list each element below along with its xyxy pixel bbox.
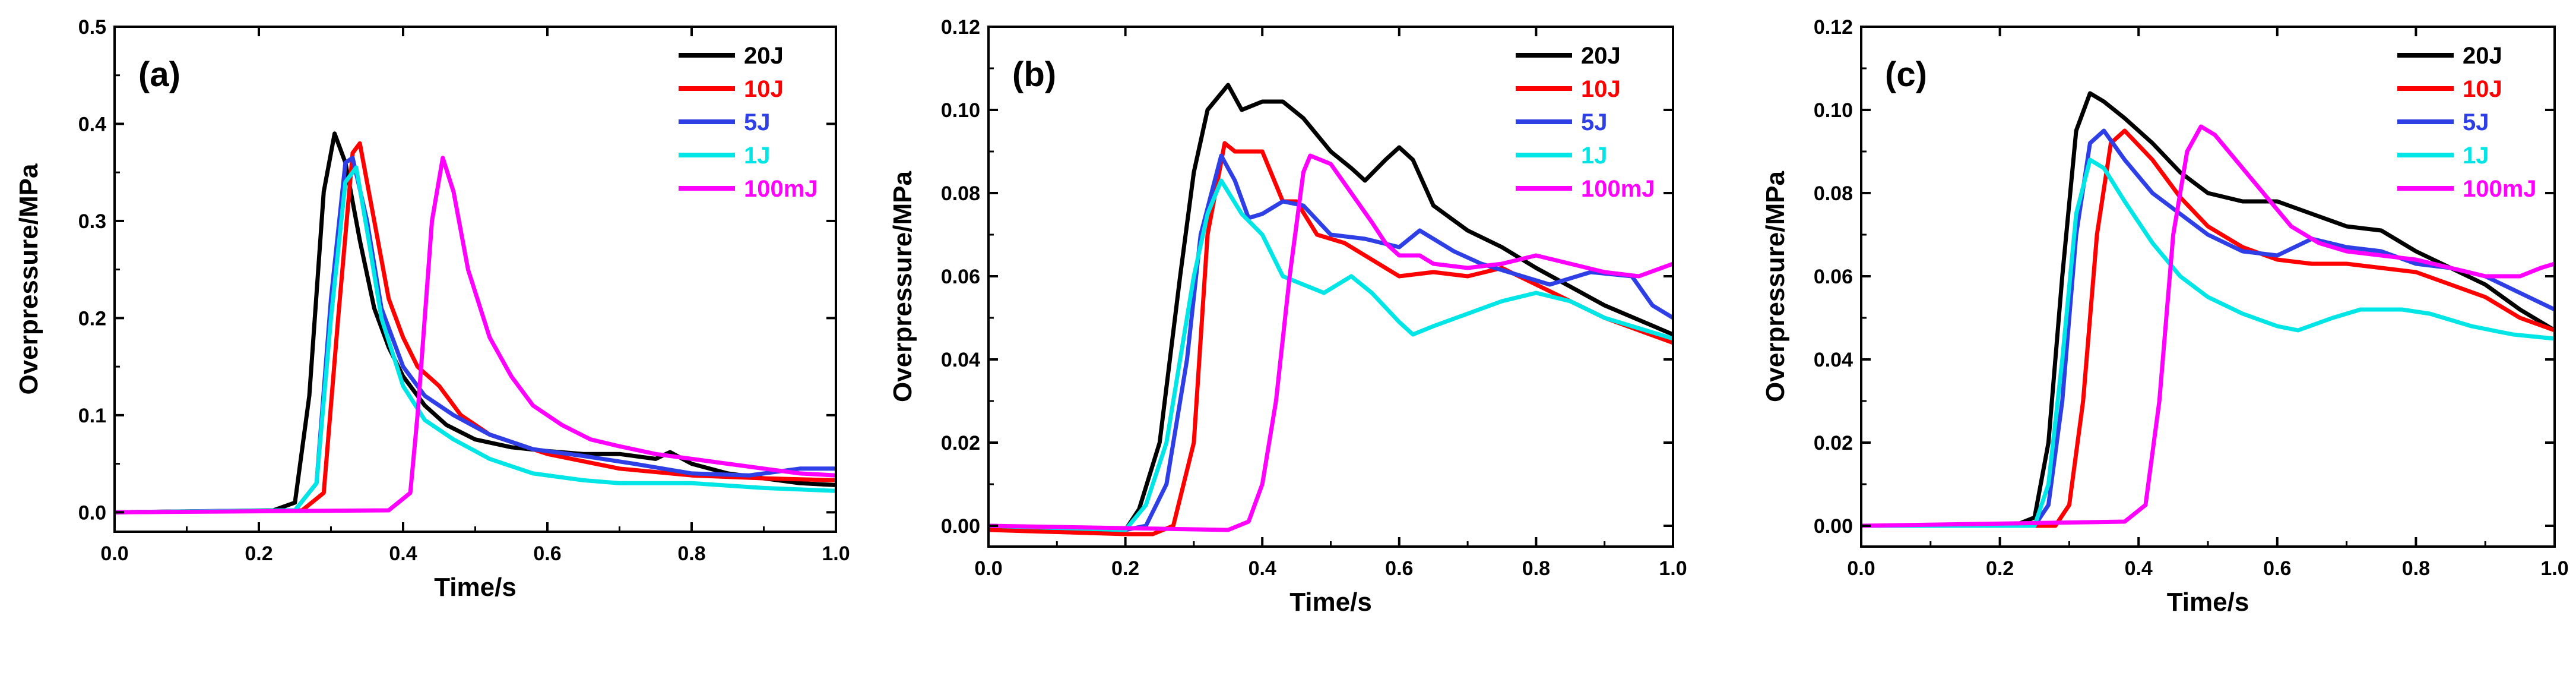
y-axis-title: Overpressure/MPa <box>14 163 43 394</box>
panel-label: (c) <box>1885 55 1927 94</box>
series-line-20J <box>988 83 1673 532</box>
legend-label-10J: 10J <box>1581 76 1621 102</box>
y-tick-label: 0.10 <box>941 99 980 122</box>
x-tick-label: 1.0 <box>2540 557 2568 580</box>
series-line-10J <box>115 141 836 514</box>
x-tick-label: 0.2 <box>1111 557 1139 580</box>
x-tick-label: 0.4 <box>2125 557 2153 580</box>
chart-panel-1: 0.0 0.2 0.4 0.6 0.8 1.0 0.00 0.02 0.04 0.06 0.08 0.… <box>888 16 1687 617</box>
y-tick-label: 0.12 <box>1814 16 1853 39</box>
y-tick-label: 0.08 <box>941 182 980 205</box>
y-tick-label: 0.0 <box>78 501 106 524</box>
series-line-10J <box>988 141 1673 536</box>
panel-label: (b) <box>1012 55 1056 94</box>
x-axis-title: Time/s <box>434 573 517 602</box>
legend-label-20J: 20J <box>1581 43 1621 69</box>
y-axis-title: Overpressure/MPa <box>1761 171 1790 402</box>
y-tick-label: 0.08 <box>1814 182 1853 205</box>
x-tick-label: 0.4 <box>389 542 417 565</box>
y-tick-label: 0.00 <box>1814 515 1853 538</box>
series-line-1J <box>988 178 1673 532</box>
legend-label-1J: 1J <box>744 143 771 169</box>
y-tick-label: 0.3 <box>78 210 106 233</box>
legend: 20J 10J 5J 1J 100mJ <box>679 43 818 202</box>
series-group <box>988 83 1673 536</box>
x-tick-label: 1.0 <box>1659 557 1687 580</box>
x-axis-title: Time/s <box>1289 588 1372 617</box>
y-tick-label: 0.06 <box>941 266 980 288</box>
x-tick-label: 1.0 <box>822 542 850 565</box>
legend-label-1J: 1J <box>1581 143 1608 169</box>
x-tick-label: 0.4 <box>1249 557 1276 580</box>
legend-label-5J: 5J <box>1581 109 1608 135</box>
x-tick-label: 0.8 <box>677 542 705 565</box>
y-tick-label: 0.04 <box>1814 349 1853 371</box>
legend: 20J 10J 5J 1J 100mJ <box>2397 43 2537 202</box>
y-tick-label: 0.1 <box>78 405 106 427</box>
chart-panel-2: 0.0 0.2 0.4 0.6 0.8 1.0 0.00 0.02 0.04 0.06 0.08 0.… <box>1761 16 2569 617</box>
x-tick-label: 0.6 <box>2263 557 2291 580</box>
x-tick-label: 0.0 <box>1847 557 1875 580</box>
series-line-1J <box>1861 157 2555 528</box>
legend-label-100mJ: 100mJ <box>744 176 818 202</box>
x-tick-label: 0.0 <box>974 557 1002 580</box>
y-tick-label: 0.10 <box>1814 99 1853 122</box>
legend-label-5J: 5J <box>2463 109 2489 135</box>
y-tick-label: 0.02 <box>1814 432 1853 454</box>
legend-label-100mJ: 100mJ <box>1581 176 1655 202</box>
y-tick-label: 0.00 <box>941 515 980 538</box>
series-line-5J <box>988 153 1673 532</box>
panel-label: (a) <box>138 55 180 94</box>
plot-frame <box>113 26 837 533</box>
x-tick-label: 0.2 <box>1986 557 2014 580</box>
x-tick-label: 0.0 <box>100 542 128 565</box>
legend-label-5J: 5J <box>744 109 771 135</box>
y-tick-label: 0.02 <box>941 432 980 454</box>
x-tick-label: 0.8 <box>2402 557 2430 580</box>
x-axis-title: Time/s <box>2167 588 2249 617</box>
x-tick-label: 0.6 <box>533 542 561 565</box>
legend-label-20J: 20J <box>744 43 784 69</box>
legend-label-10J: 10J <box>744 76 784 102</box>
chart-panel-0: 0.0 0.2 0.4 0.6 0.8 1.0 0.0 0.1 0.2 0.3 0.4 0.5 Time… <box>14 16 850 602</box>
series-line-20J <box>115 131 836 514</box>
x-tick-label: 0.6 <box>1385 557 1413 580</box>
series-group <box>115 131 836 514</box>
y-tick-label: 0.04 <box>941 349 980 371</box>
x-tick-label: 0.8 <box>1522 557 1550 580</box>
series-line-20J <box>1861 91 2555 528</box>
series-line-1J <box>115 165 836 514</box>
y-axis-title: Overpressure/MPa <box>888 171 917 402</box>
legend-label-10J: 10J <box>2463 76 2502 102</box>
series-line-10J <box>1861 128 2555 528</box>
legend-label-20J: 20J <box>2463 43 2502 69</box>
y-tick-label: 0.4 <box>78 113 106 135</box>
x-tick-label: 0.2 <box>245 542 273 565</box>
series-group <box>1861 91 2555 528</box>
legend: 20J 10J 5J 1J 100mJ <box>1516 43 1655 202</box>
y-tick-label: 0.06 <box>1814 266 1853 288</box>
series-line-100mJ <box>988 153 1673 532</box>
series-line-5J <box>115 156 836 514</box>
series-line-100mJ <box>1861 124 2555 528</box>
y-tick-label: 0.12 <box>941 16 980 39</box>
legend-label-100mJ: 100mJ <box>2463 176 2537 202</box>
series-line-100mJ <box>115 156 836 514</box>
y-tick-label: 0.2 <box>78 307 106 330</box>
legend-label-1J: 1J <box>2463 143 2489 169</box>
y-tick-label: 0.5 <box>78 16 106 39</box>
